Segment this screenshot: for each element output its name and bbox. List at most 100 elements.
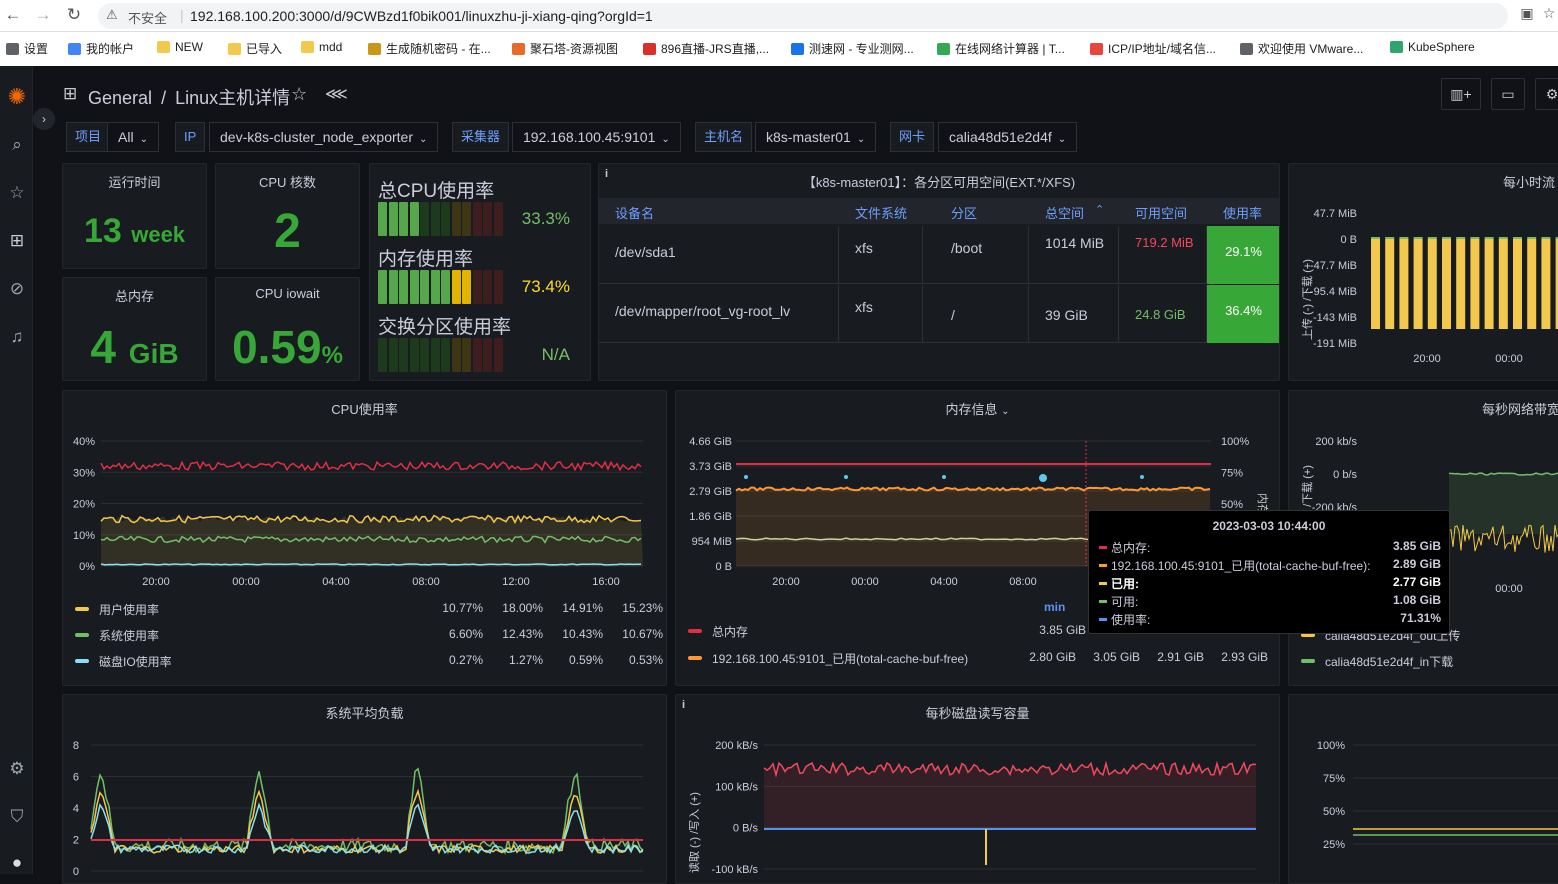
legend-row[interactable]: calia48d51e2d4f_in下载	[1301, 653, 1558, 675]
bookmark-label: KubeSphere	[1408, 40, 1475, 54]
legend-min-header[interactable]: min	[1044, 600, 1066, 614]
panel-title: 每秒网络带宽	[1482, 402, 1558, 417]
expand-menu-chevron-icon[interactable]: ›	[33, 108, 55, 130]
dashboard-title[interactable]: General / Linux主机详情	[88, 84, 290, 110]
table-cell: 29.1%	[1207, 226, 1279, 284]
warning-icon[interactable]: ⚠	[106, 7, 118, 22]
variable-select[interactable]: dev-k8s-cluster_node_exporter ⌄	[209, 122, 439, 152]
cpu-usage-chart: 40% 30% 20% 10% 0% 20:00 00:00 04:00 08:00 12:00 1…	[73, 436, 643, 588]
share-icon[interactable]: ⋘	[325, 86, 348, 103]
column-header[interactable]: 总空间	[1045, 206, 1085, 221]
bookmark-item[interactable]: 已导入	[228, 40, 282, 57]
panel-title: CPU使用率	[331, 402, 398, 417]
configuration-gear-icon[interactable]: ⚙	[9, 759, 25, 778]
traffic-bar	[1527, 239, 1537, 329]
traffic-bar	[1555, 239, 1558, 329]
alerting-bell-icon[interactable]: ♫	[10, 327, 24, 346]
panel-info-icon[interactable]: i	[682, 699, 686, 711]
y-tick-label: 100 kB/s	[715, 781, 758, 793]
bookmark-item[interactable]: 生成随机密码 - 在...	[368, 40, 491, 57]
traffic-bar	[1456, 239, 1466, 329]
back-icon[interactable]: ←	[4, 5, 22, 24]
legend-row[interactable]: 用户使用率 10.77% 18.00% 14.91% 15.23%	[75, 601, 663, 623]
bookmark-item[interactable]: mdd	[301, 40, 342, 54]
search-icon[interactable]: ⌕	[12, 135, 22, 154]
tooltip-row: 使用率: 71.31%	[1099, 611, 1441, 629]
gauge-cell	[378, 338, 387, 372]
legend-value: 3.05 GiB	[1093, 650, 1140, 664]
bookmark-item[interactable]: NEW	[157, 40, 203, 54]
column-header[interactable]: 可用空间	[1135, 206, 1188, 221]
traffic-bar	[1484, 239, 1494, 329]
bookmark-item[interactable]: 欢迎使用 VMware...	[1240, 40, 1363, 57]
save-dashboard-icon[interactable]: ▭	[1491, 78, 1525, 110]
variable-select[interactable]: All ⌄	[107, 122, 159, 152]
bookmark-label: 欢迎使用 VMware...	[1258, 42, 1364, 56]
variable-select[interactable]: k8s-master01 ⌄	[755, 122, 877, 152]
dashboard-grid-icon: ⊞	[63, 84, 78, 103]
bookmark-item[interactable]: 在线网络计算器 | T...	[937, 40, 1065, 57]
variable-select[interactable]: calia48d51e2d4f ⌄	[938, 122, 1078, 152]
traffic-bar	[1470, 239, 1480, 329]
bookmark-favicon-icon	[157, 41, 170, 53]
grafana-logo-icon[interactable]: ✺	[7, 84, 27, 109]
traffic-bar	[1427, 239, 1437, 329]
table-cell: /	[935, 285, 1029, 343]
x-tick-label: 00:00	[1495, 353, 1523, 365]
side-menu: ✺ ⌕ ☆ ⊞ ⊘ ♫ ⚙ ⛉ ●	[0, 66, 33, 874]
bookmark-item[interactable]: 聚石塔-资源视图	[512, 40, 618, 57]
bookmark-item[interactable]: 设置	[6, 40, 48, 57]
panel-info-icon[interactable]: i	[605, 168, 609, 180]
chevron-down-icon[interactable]: ⌄	[1001, 406, 1010, 417]
panel-title: 【k8s-master01】：各分区可用空间(EXT.*/XFS)	[802, 175, 1076, 190]
forward-icon[interactable]: →	[34, 5, 52, 24]
panel-title[interactable]: 内存信息 ⌄	[676, 399, 1279, 418]
gauge-cell	[493, 202, 503, 236]
table-row: /dev/mapper/root_vg-root_lv xfs/39 GiB 24.…	[599, 285, 1279, 343]
column-header[interactable]: 设备名	[615, 206, 655, 221]
column-header[interactable]: 文件系统	[855, 206, 908, 221]
explore-icon[interactable]: ⊘	[9, 279, 25, 298]
used-series-line	[735, 486, 1211, 492]
hourly-traffic-panel: 每小时流 47.7 MiB 0 B -47.7 MiB -95.4 MiB -143 M…	[1288, 163, 1558, 381]
x-tick-label: 16:00	[592, 576, 620, 588]
tooltip-swatch	[1099, 564, 1107, 567]
variable-select[interactable]: 192.168.100.45:9101 ⌄	[512, 122, 681, 152]
y-tick-label: -95.4 MiB	[1310, 286, 1357, 298]
dashboard-settings-icon[interactable]: ⚙	[1535, 78, 1558, 110]
legend-swatch	[1301, 659, 1315, 663]
column-header[interactable]: 使用率	[1223, 206, 1263, 221]
url-text[interactable]: 192.168.100.200:3000/d/9CWBzd1f0bik001/l…	[190, 8, 653, 24]
legend-row[interactable]: 磁盘IO使用率 0.27% 1.27% 0.59% 0.53%	[75, 653, 663, 675]
x-tick-label: 20:00	[142, 576, 170, 588]
server-admin-shield-icon[interactable]: ⛉	[10, 807, 24, 826]
legend-row[interactable]: 总内存 3.85 GiB	[688, 623, 1273, 645]
dashboards-icon[interactable]: ⊞	[9, 231, 25, 250]
legend-row[interactable]: 192.168.100.45:9101_已用(total-cache-buf-f…	[688, 650, 1273, 672]
y2-tick-label: 75%	[1221, 468, 1243, 480]
bookmark-item[interactable]: 测速网 - 专业测网...	[791, 40, 914, 57]
user-avatar-icon[interactable]: ●	[11, 853, 23, 872]
bookmark-item[interactable]: 896直播-JRS直播,...	[643, 40, 769, 57]
bookmark-item[interactable]: KubeSphere	[1390, 40, 1475, 54]
starred-icon[interactable]: ☆	[9, 183, 25, 202]
x-tick-label: 00:00	[232, 576, 260, 588]
favorite-star-icon[interactable]: ☆	[291, 84, 308, 104]
chevron-down-icon: ⌄	[139, 134, 148, 145]
legend-row[interactable]: 系统使用率 6.60% 12.43% 10.43% 10.67%	[75, 627, 663, 649]
download-bar	[1442, 237, 1451, 239]
bookmark-favicon-icon	[228, 43, 241, 55]
folder-name[interactable]: General	[88, 88, 153, 108]
star-bookmark-icon[interactable]: ☆	[1542, 5, 1556, 21]
insecure-label[interactable]: 不安全	[128, 11, 168, 26]
legend-name: 系统使用率	[99, 629, 160, 643]
reload-icon[interactable]: ↻	[66, 5, 82, 24]
translate-icon[interactable]: ▣	[1520, 5, 1534, 21]
column-header[interactable]: 分区	[951, 206, 978, 221]
address-bar[interactable]: ⚠ 不安全 | 192.168.100.200:3000/d/9CWBzd1f0…	[98, 3, 1508, 29]
bookmark-item[interactable]: 我的帐户	[68, 40, 134, 57]
add-panel-icon[interactable]: ▥+	[1441, 78, 1481, 110]
bookmark-item[interactable]: ICP/IP地址/域名信...	[1090, 40, 1216, 57]
total-series-line	[100, 460, 642, 472]
dashboard-name[interactable]: Linux主机详情	[175, 88, 291, 108]
